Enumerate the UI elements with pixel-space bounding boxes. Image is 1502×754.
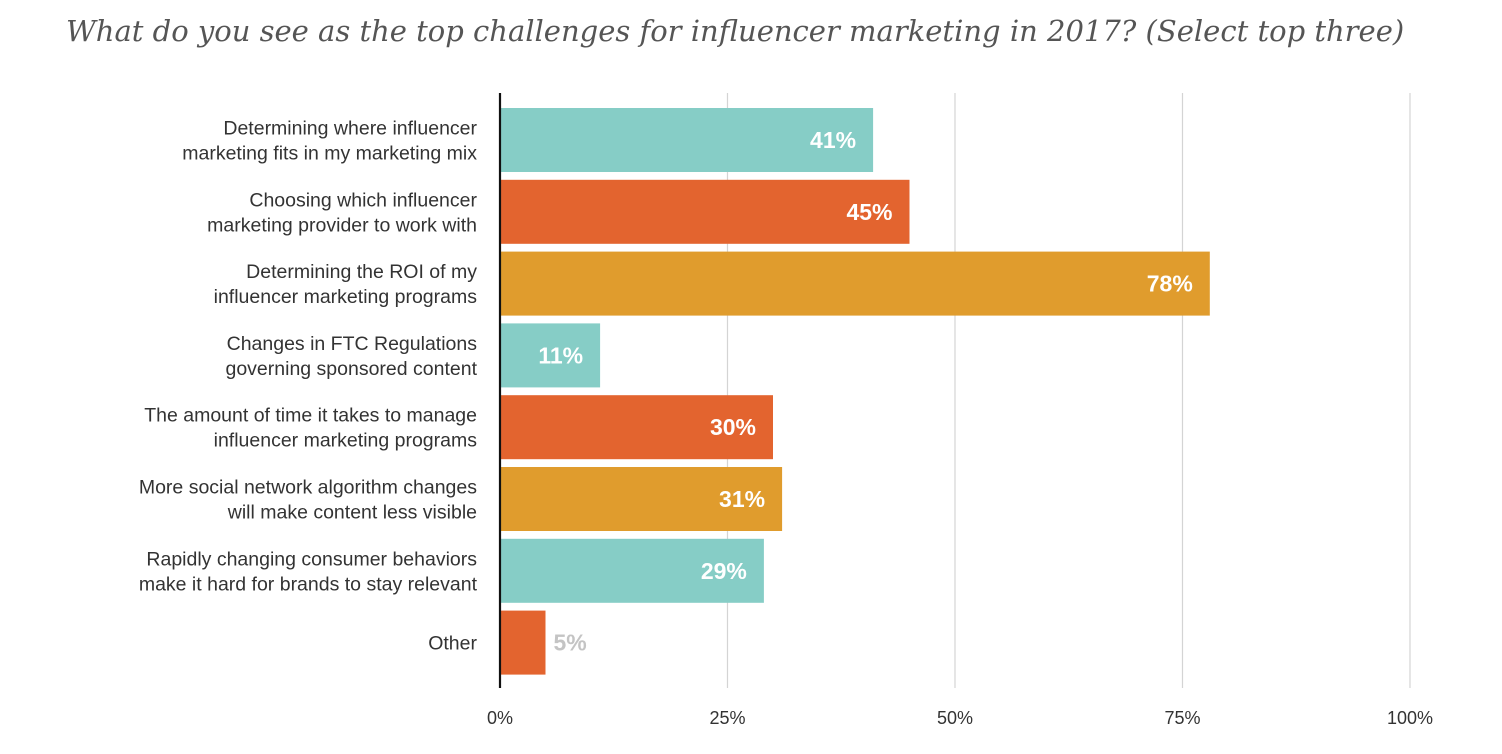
category-label: Determining where influencer marketing fi… [182,118,477,165]
data-label: 5% [554,630,587,656]
bar [500,323,601,388]
bar [500,538,764,603]
data-label: 29% [701,558,747,584]
data-label: 11% [538,342,583,368]
bar [500,251,1210,316]
x-tick-label: 0% [487,708,513,728]
bar [500,108,874,172]
category-labels: Determining where influencer marketing fi… [139,118,478,655]
data-labels: 41% 45% 78% 11% 30% 31% 29% 5% [538,127,1192,656]
category-label: Changes in FTC Regulations governing spon… [225,333,477,380]
data-label: 78% [1147,271,1193,297]
category-label: The amount of time it takes to manage inf… [144,405,477,452]
bar [500,395,773,460]
category-label: Choosing which influencer marketing provi… [207,189,477,236]
category-label: Other [428,633,477,655]
x-tick-label: 50% [937,708,973,728]
chart-title: What do you see as the top challenges fo… [66,14,1405,48]
bar [500,610,546,675]
bar [500,179,910,244]
bar [500,467,783,531]
data-label: 45% [846,199,892,225]
category-label: More social network algorithm changes wil… [139,477,477,524]
category-label: Determining the ROI of my influencer mark… [214,261,478,308]
data-label: 31% [719,486,765,512]
x-tick-label: 100% [1387,708,1433,728]
x-tick-label: 25% [709,708,745,728]
data-label: 30% [710,414,756,440]
x-tick-labels: 0% 25% 50% 75% 100% [487,708,1433,728]
x-tick-label: 75% [1164,708,1200,728]
category-label: Rapidly changing consumer behaviors make … [139,548,478,595]
data-label: 41% [810,127,856,153]
bars [500,108,1210,675]
